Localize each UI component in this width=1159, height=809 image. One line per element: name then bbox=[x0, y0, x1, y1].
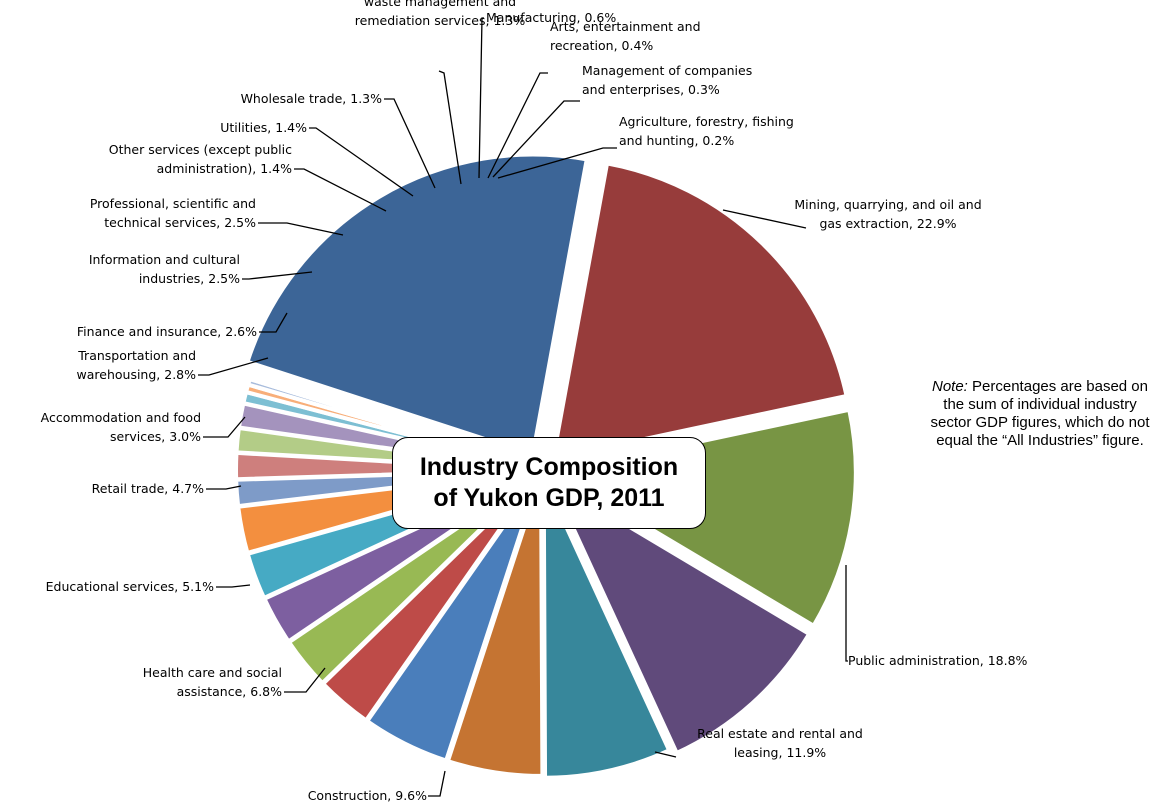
chart-title-line-1: Industry Composition bbox=[419, 453, 679, 481]
leader-line-information-and-cultural-industries bbox=[242, 271, 313, 280]
leader-line-retail-trade bbox=[206, 485, 242, 490]
note-prefix: Note: bbox=[932, 378, 968, 395]
leader-line-arts-entertainment-and-recreation bbox=[487, 72, 548, 179]
leader-line-other-services-except-public-administration bbox=[294, 168, 387, 212]
leader-line-health-care-and-social-assistance bbox=[284, 667, 326, 693]
pie-slice-mining-quarrying-and-oil-and-gas-extraction bbox=[244, 152, 590, 458]
slice-label-agriculture-forestry-fishing-and-hunting-line-1: Agriculture, forestry, fishing bbox=[619, 114, 794, 129]
slice-label-mining-quarrying-and-oil-and-gas-extraction-line-1: Mining, quarrying, and oil and bbox=[794, 197, 981, 212]
chart-note: Note: Percentages are based on the sum o… bbox=[928, 378, 1152, 450]
slice-label-mining-quarrying-and-oil-and-gas-extraction-line-2: gas extraction, 22.9% bbox=[819, 216, 956, 231]
leader-line-utilities bbox=[309, 127, 414, 197]
slice-label-administrative-and-support-waste-management-and-remediation-services-line-3: remediation services, 1.3% bbox=[355, 13, 526, 28]
pie-slice-construction bbox=[546, 475, 812, 756]
slice-label-retail-trade: Retail trade, 4.7% bbox=[92, 481, 204, 496]
slice-label-wholesale-trade: Wholesale trade, 1.3% bbox=[241, 91, 383, 106]
slice-label-professional-scientific-and-technical-services-line-2: technical services, 2.5% bbox=[104, 215, 256, 230]
leader-line-management-of-companies-and-enterprises bbox=[492, 100, 580, 178]
slice-label-transportation-and-warehousing-line-2: warehousing, 2.8% bbox=[77, 367, 197, 382]
slice-label-information-and-cultural-industries-line-1: Information and cultural bbox=[89, 252, 240, 267]
leader-line-educational-services bbox=[216, 584, 251, 588]
leader-line-mining-quarrying-and-oil-and-gas-extraction bbox=[722, 209, 807, 229]
slice-label-public-administration: Public administration, 18.8% bbox=[848, 653, 1028, 668]
slice-labels: Mining, quarrying, and oil and gas extrac… bbox=[41, 0, 1028, 803]
leader-line-construction bbox=[428, 770, 446, 797]
slice-label-agriculture-forestry-fishing-and-hunting-line-2: and hunting, 0.2% bbox=[619, 133, 734, 148]
pie-slice-public-administration bbox=[550, 161, 849, 462]
leader-line-wholesale-trade bbox=[384, 98, 436, 189]
slice-label-finance-and-insurance: Finance and insurance, 2.6% bbox=[77, 324, 257, 339]
leader-line-finance-and-insurance bbox=[259, 312, 288, 333]
slice-label-management-of-companies-and-enterprises-line-2: and enterprises, 0.3% bbox=[582, 82, 720, 97]
slice-label-accommodation-and-food-services-line-2: services, 3.0% bbox=[110, 429, 201, 444]
slice-label-transportation-and-warehousing-line-1: Transportation and bbox=[77, 348, 196, 363]
leader-line-agriculture-forestry-fishing-and-hunting bbox=[497, 147, 617, 179]
leader-line-professional-scientific-and-technical-services bbox=[258, 222, 344, 236]
chart-title-line-2: of Yukon GDP, 2011 bbox=[433, 484, 665, 512]
leader-line-transportation-and-warehousing bbox=[198, 357, 269, 376]
leader-line-administrative-and-support-waste-management-and-remediation-services bbox=[438, 70, 462, 185]
slice-label-manufacturing: Manufacturing, 0.6% bbox=[486, 10, 616, 25]
slice-label-management-of-companies-and-enterprises-line-1: Management of companies bbox=[582, 63, 752, 78]
note-body: Percentages are based on the sum of indi… bbox=[930, 378, 1150, 449]
slice-label-information-and-cultural-industries-line-2: industries, 2.5% bbox=[139, 271, 240, 286]
slice-label-administrative-and-support-waste-management-and-remediation-services-line-2: waste management and bbox=[364, 0, 516, 9]
slice-label-real-estate-and-rental-and-leasing-line-2: leasing, 11.9% bbox=[734, 745, 826, 760]
slice-label-other-services-except-public-administration-line-2: administration), 1.4% bbox=[157, 161, 292, 176]
slice-label-accommodation-and-food-services-line-1: Accommodation and food bbox=[41, 410, 201, 425]
slice-label-arts-entertainment-and-recreation-line-1: Arts, entertainment and bbox=[550, 19, 701, 34]
slice-label-health-care-and-social-assistance-line-2: assistance, 6.8% bbox=[177, 684, 283, 699]
slice-label-educational-services: Educational services, 5.1% bbox=[46, 579, 214, 594]
slice-label-real-estate-and-rental-and-leasing-line-1: Real estate and rental and bbox=[697, 726, 863, 741]
chart-title: Industry Composition of Yukon GDP, 2011 bbox=[392, 437, 706, 529]
leader-lines bbox=[198, 17, 848, 797]
pie-slice-health-care-and-social-assistance bbox=[541, 476, 672, 780]
slice-label-professional-scientific-and-technical-services-line-1: Professional, scientific and bbox=[90, 196, 256, 211]
leader-line-public-administration bbox=[845, 565, 848, 662]
slice-label-construction: Construction, 9.6% bbox=[308, 788, 427, 803]
slice-label-utilities: Utilities, 1.4% bbox=[220, 120, 307, 135]
slice-label-health-care-and-social-assistance-line-1: Health care and social bbox=[143, 665, 282, 680]
leader-line-manufacturing bbox=[478, 17, 484, 179]
leader-line-real-estate-and-rental-and-leasing bbox=[654, 751, 677, 758]
leader-line-accommodation-and-food-services bbox=[203, 416, 246, 438]
slice-label-other-services-except-public-administration-line-1: Other services (except public bbox=[109, 142, 292, 157]
slice-label-arts-entertainment-and-recreation-line-2: recreation, 0.4% bbox=[550, 38, 653, 53]
